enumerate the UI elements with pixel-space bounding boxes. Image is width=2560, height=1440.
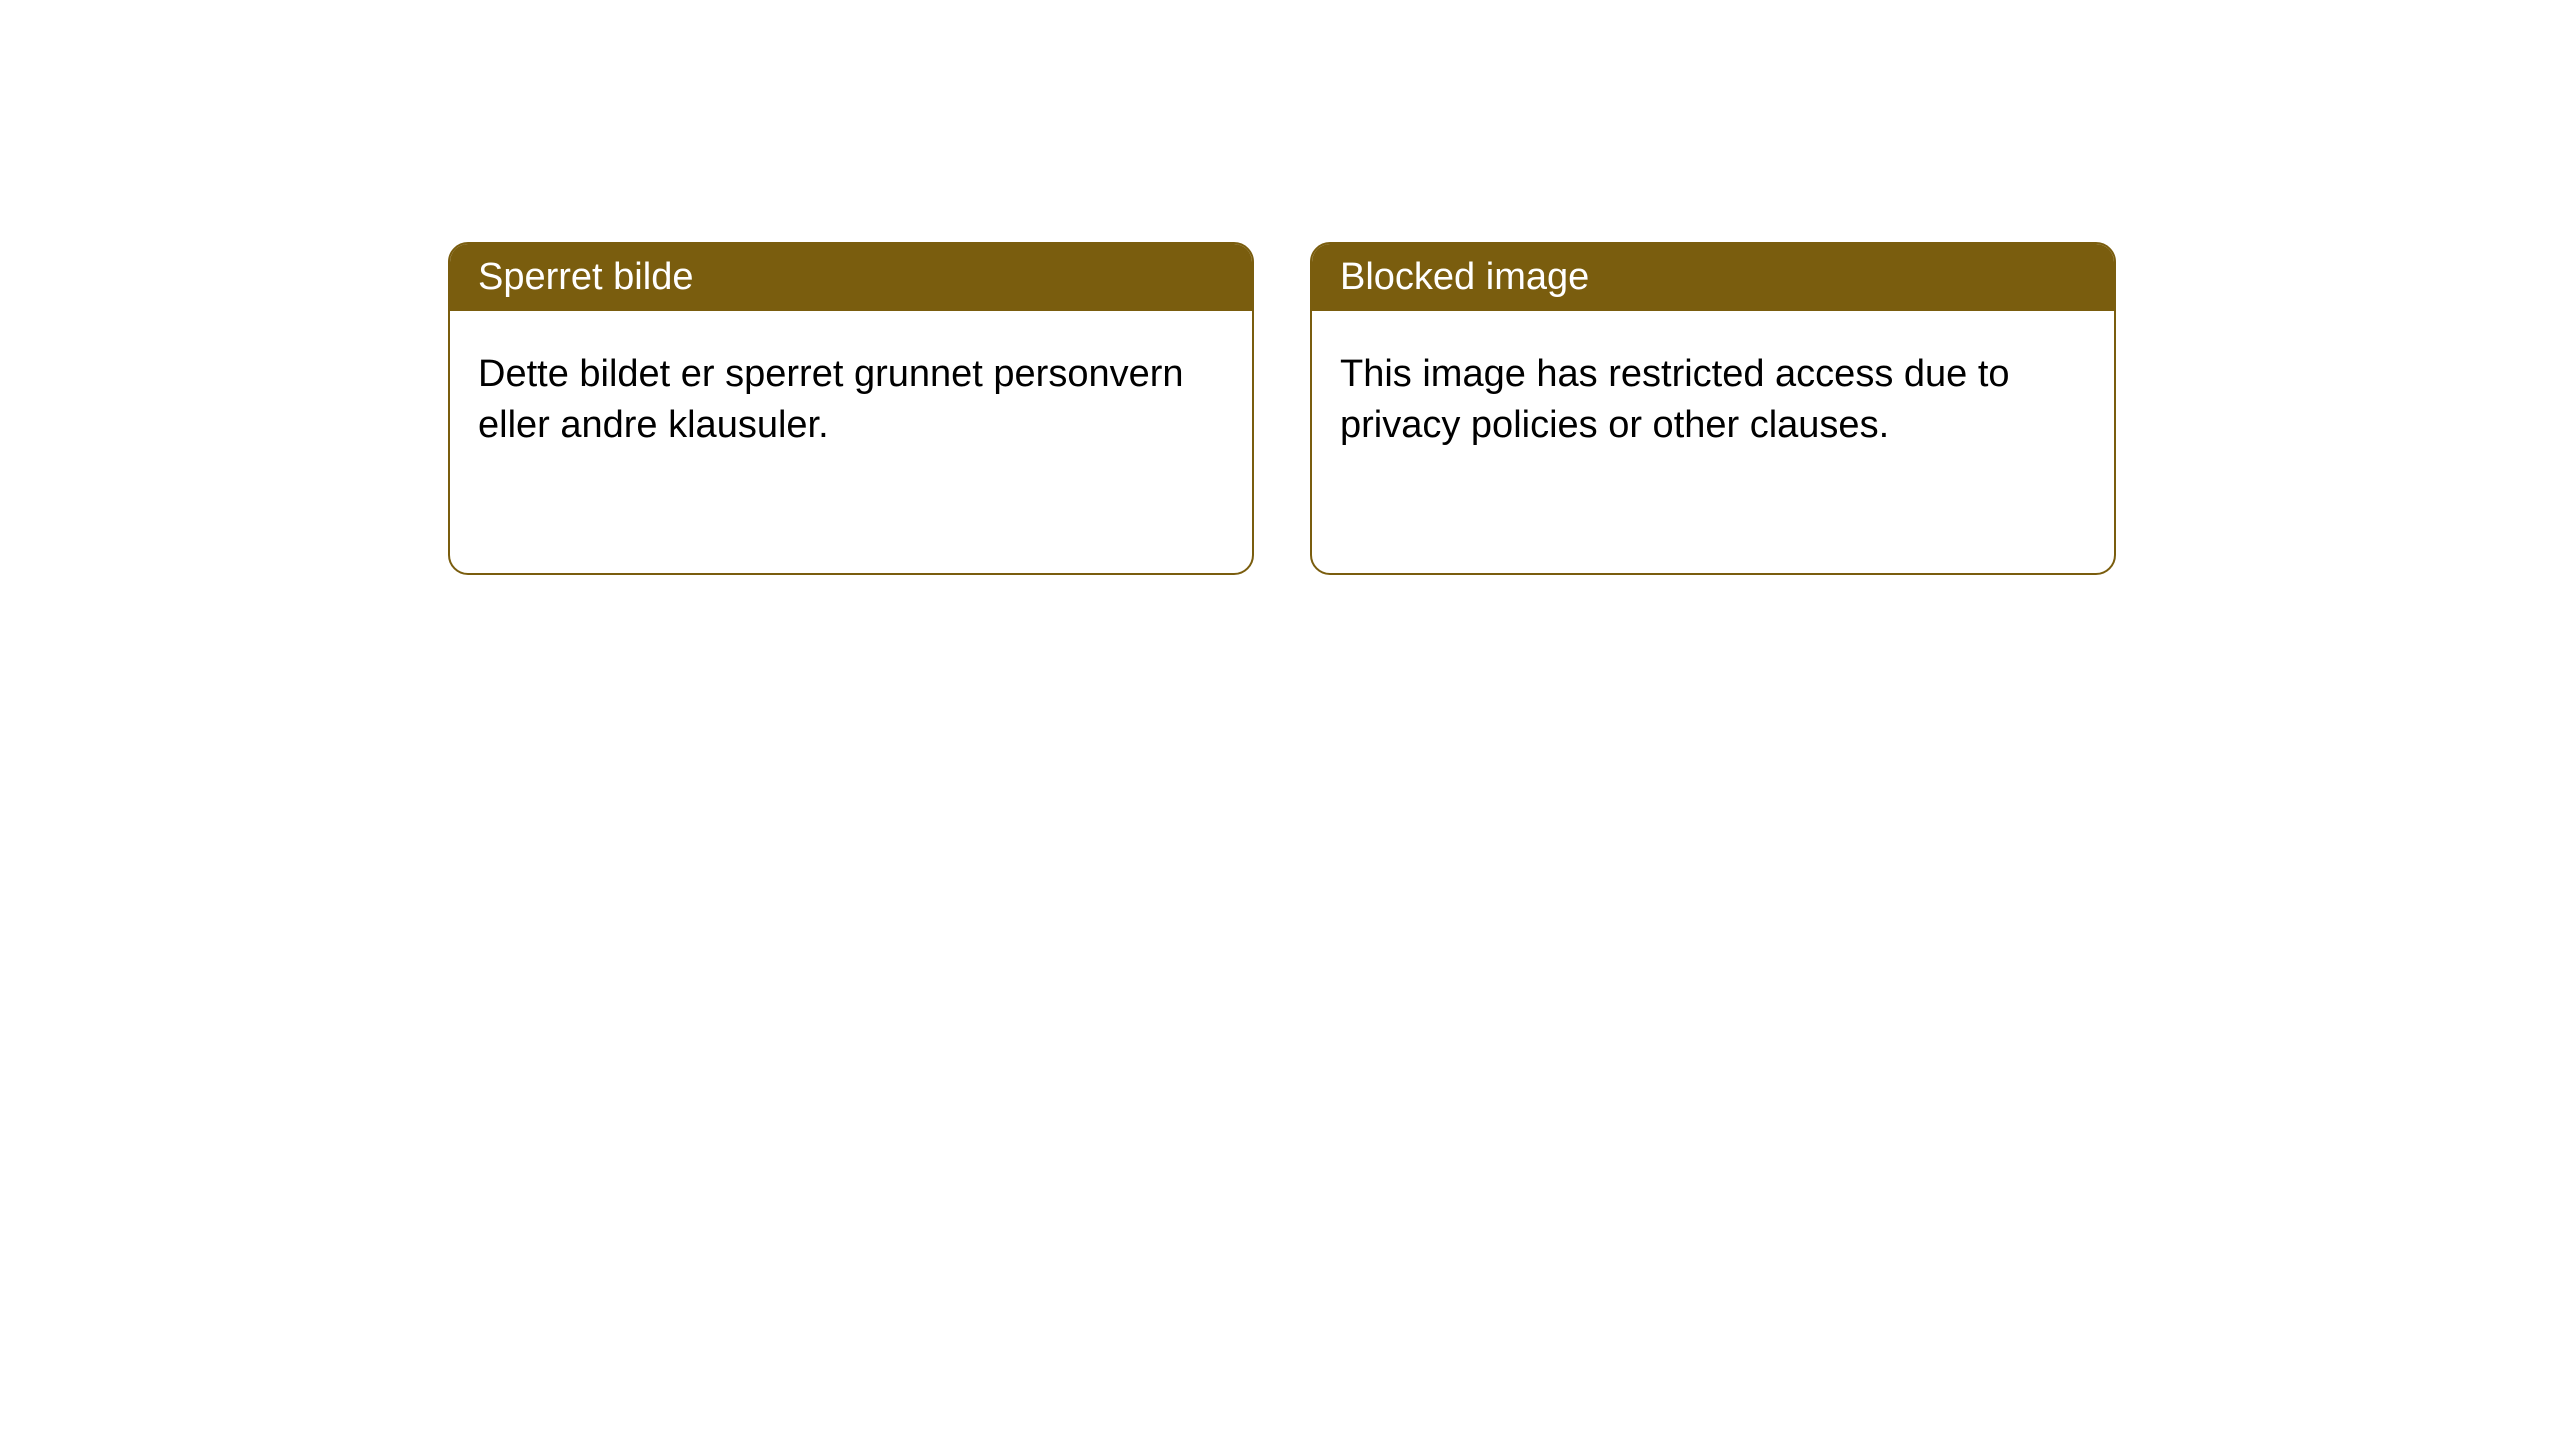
notice-title: Sperret bilde: [478, 256, 693, 298]
notice-title: Blocked image: [1340, 256, 1589, 298]
notice-card-norwegian: Sperret bilde Dette bildet er sperret gr…: [448, 242, 1254, 575]
notice-card-english: Blocked image This image has restricted …: [1310, 242, 2116, 575]
notice-text: Dette bildet er sperret grunnet personve…: [478, 353, 1184, 446]
notice-text: This image has restricted access due to …: [1340, 353, 2010, 446]
notice-header: Blocked image: [1312, 244, 2114, 311]
notice-body: Dette bildet er sperret grunnet personve…: [450, 311, 1252, 490]
notice-container: Sperret bilde Dette bildet er sperret gr…: [0, 0, 2560, 575]
notice-body: This image has restricted access due to …: [1312, 311, 2114, 490]
notice-header: Sperret bilde: [450, 244, 1252, 311]
